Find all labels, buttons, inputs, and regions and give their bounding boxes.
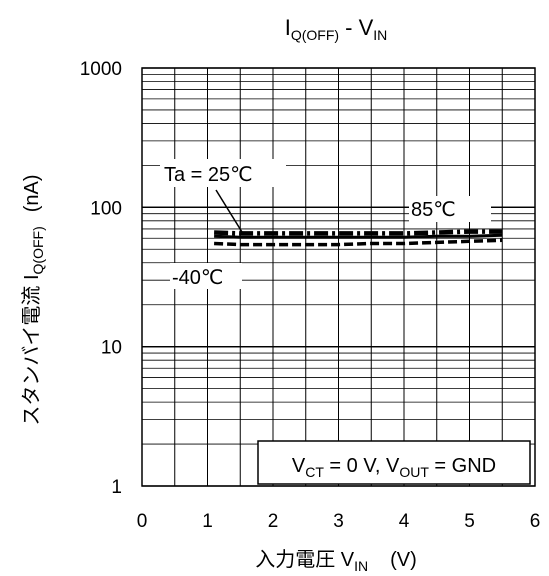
y-tick-label: 1000	[80, 59, 122, 80]
series-line-1	[214, 229, 503, 236]
y-tick-label: 1	[111, 477, 122, 498]
x-tick-label: 3	[333, 511, 344, 532]
condition-box: VCT = 0 V, VOUT = GND	[257, 440, 531, 485]
annotation-25c-label: Ta = 25℃	[164, 164, 253, 186]
annotation-25c: Ta = 25℃	[160, 159, 286, 233]
x-tick-label: 4	[399, 511, 410, 532]
series-line-0	[214, 233, 503, 239]
x-tick-labels: 0 1 2 3 4 5 6	[137, 511, 541, 532]
x-tick-label: 2	[268, 511, 279, 532]
annotation-minus40c: -40℃	[170, 263, 242, 289]
x-tick-label: 1	[202, 511, 213, 532]
x-tick-label: 5	[464, 511, 475, 532]
y-tick-labels: 1 10 100 1000	[80, 59, 122, 498]
y-tick-label: 100	[90, 198, 122, 219]
annotation-85c: 85℃	[409, 196, 491, 222]
annotation-minus40c-label: -40℃	[172, 267, 223, 289]
plot-frame	[141, 67, 536, 487]
chart-title: IQ(OFF) - VIN	[285, 15, 388, 43]
condition-text: VCT = 0 V, VOUT = GND	[292, 455, 496, 480]
series-line-2	[214, 238, 503, 247]
y-tick-label: 10	[101, 338, 122, 359]
data-series	[214, 229, 503, 247]
x-axis-label: 入力電圧 VIN (V)	[255, 548, 417, 574]
y-axis-label: スタンバイ電流 IQ(OFF)(nA)	[20, 174, 46, 425]
x-tick-label: 0	[137, 511, 148, 532]
annotation-85c-label: 85℃	[411, 199, 456, 221]
annotation-25c-leader	[215, 189, 243, 233]
x-tick-label: 6	[530, 511, 541, 532]
